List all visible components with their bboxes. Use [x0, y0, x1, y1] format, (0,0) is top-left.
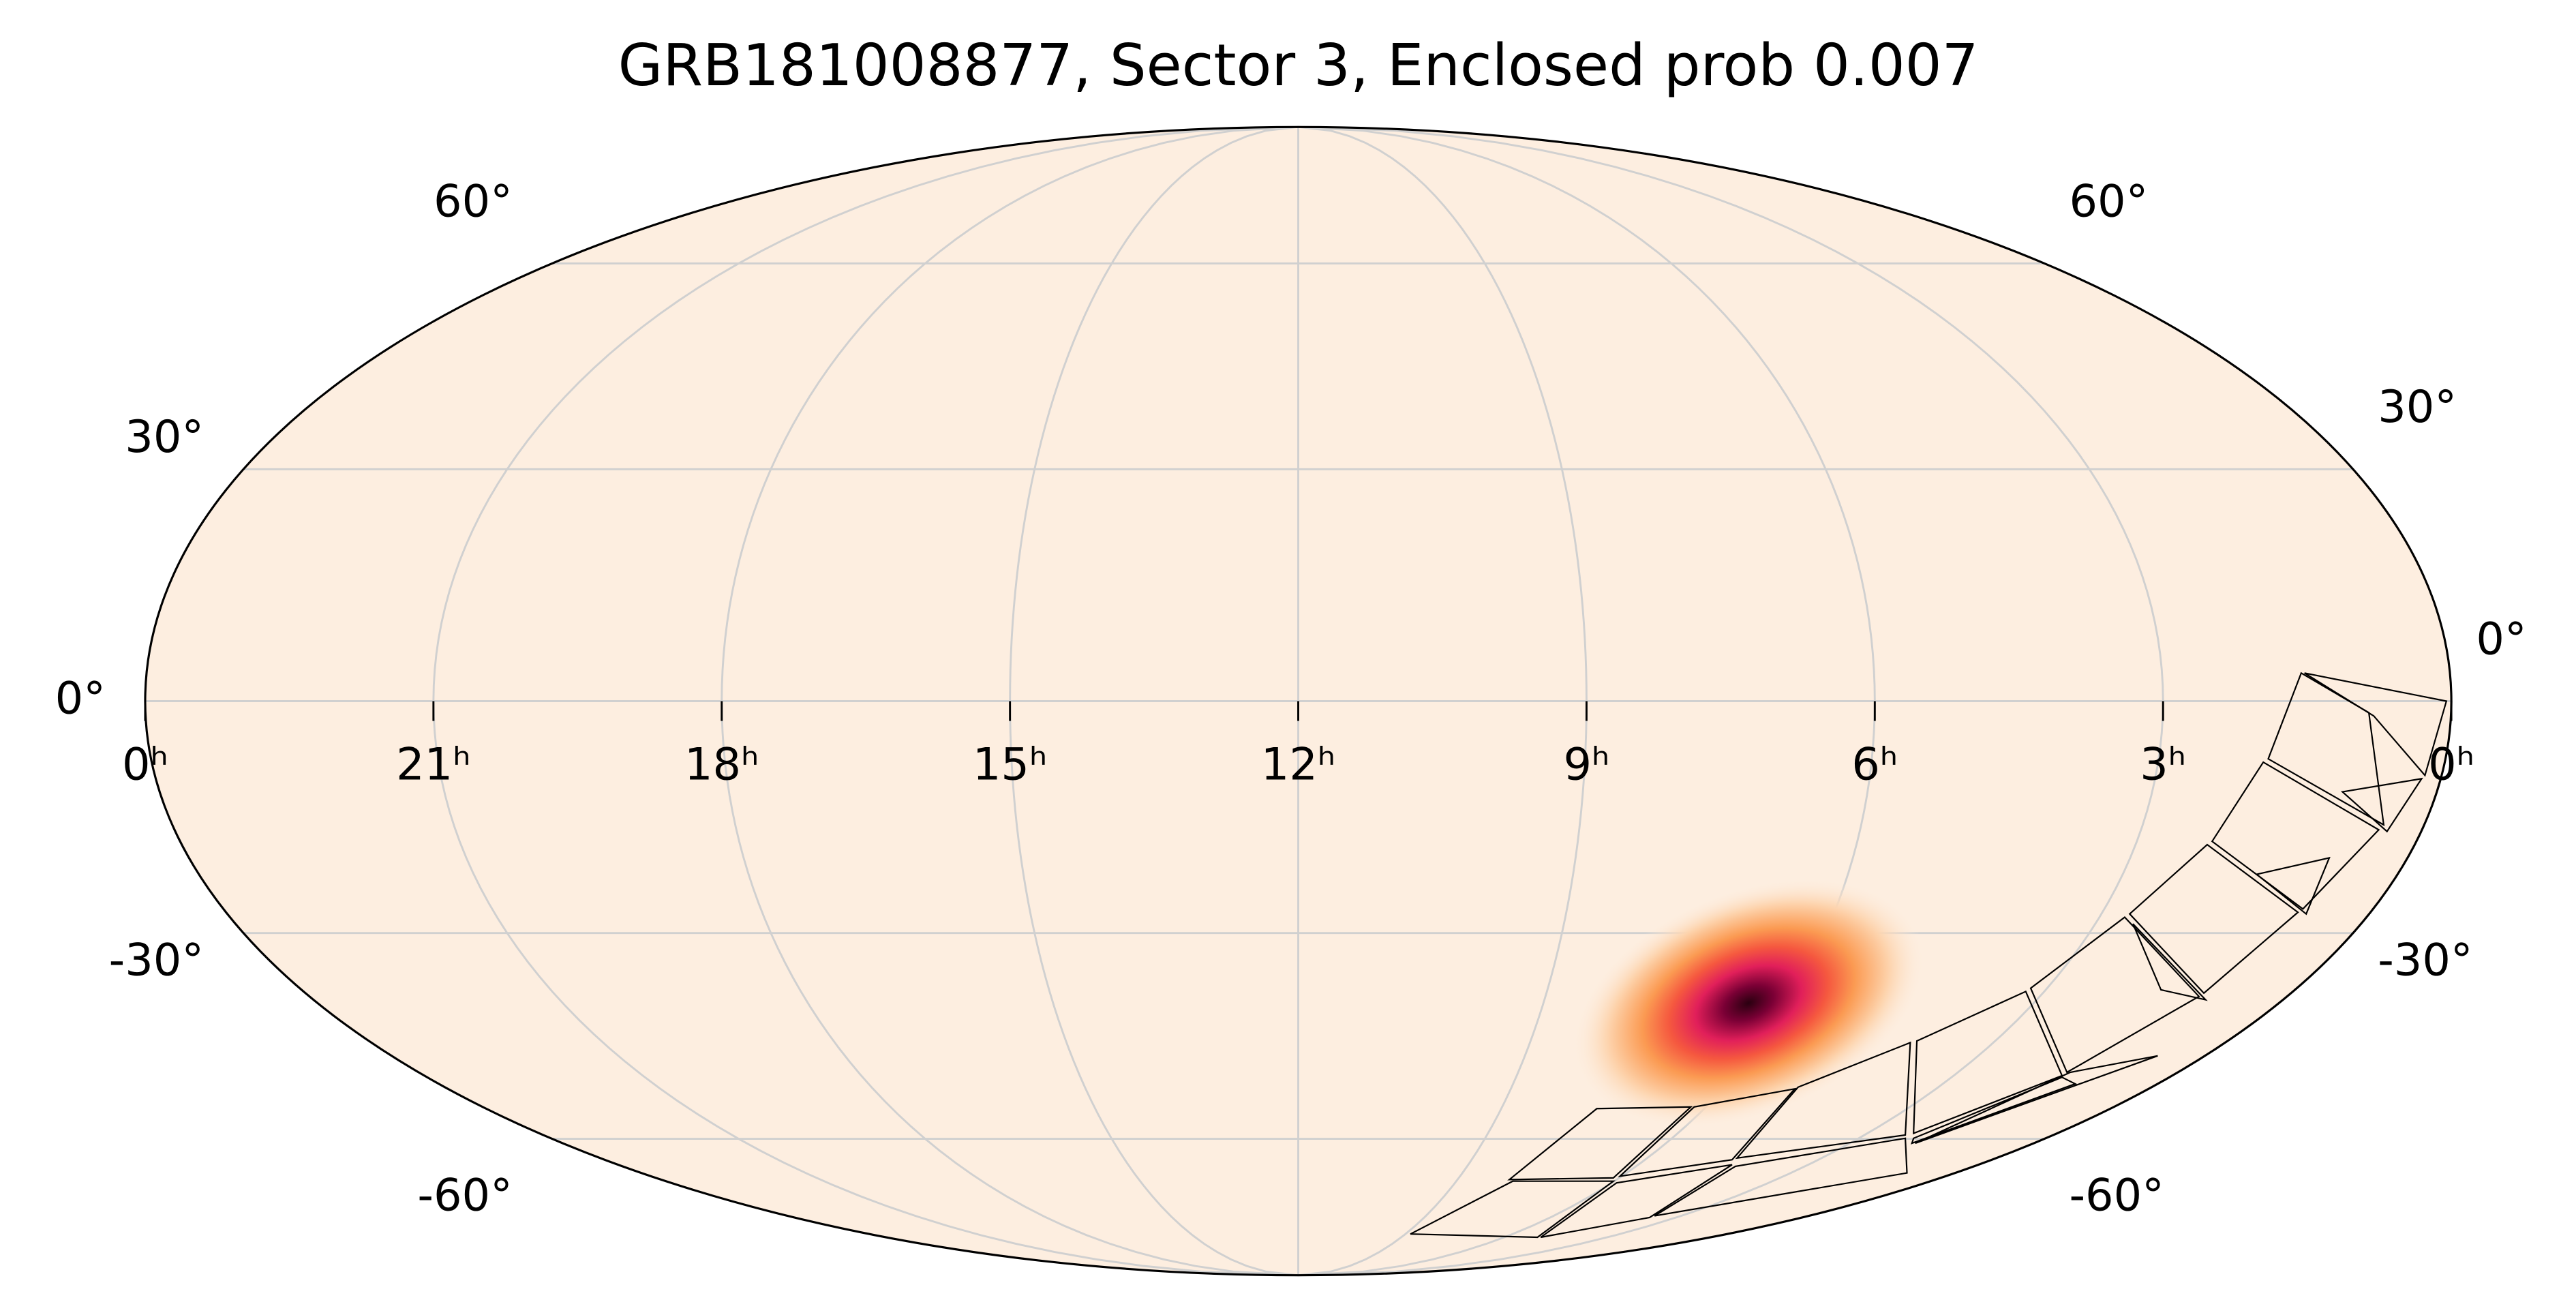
x-tick-label: 15ʰ	[973, 738, 1048, 790]
x-tick-label: 0ʰ	[2428, 738, 2474, 790]
y-tick-label-left: -30°	[109, 934, 204, 986]
x-tick-label: 9ʰ	[1563, 738, 1609, 790]
plot-area: GRB181008877, Sector 3, Enclosed prob 0.…	[55, 31, 2527, 1277]
ccd-tile	[1913, 990, 2063, 1135]
ccd-tile	[2132, 923, 2208, 1001]
y-tick-label-left: -60°	[417, 1170, 512, 1222]
ccd-tile	[1507, 1106, 1693, 1181]
ccd-tile	[2267, 671, 2385, 827]
ccd-tile	[1911, 1076, 2078, 1145]
ccd-tile	[2304, 672, 2448, 777]
ccd-tile	[2128, 843, 2299, 995]
x-tick-label: 12ʰ	[1261, 738, 1336, 790]
y-tick-label-left: 60°	[434, 175, 513, 227]
ccd-tile	[2211, 761, 2380, 910]
sector-footprint	[1410, 671, 2448, 1239]
probability-map	[1572, 878, 1925, 1128]
ccd-tile	[1618, 1087, 1797, 1178]
ccd-tile	[1654, 1137, 1908, 1217]
x-tick-label: 18ʰ	[684, 738, 759, 790]
y-tick-label-right: 30°	[2378, 381, 2457, 433]
y-tick-label-right: -60°	[2069, 1170, 2164, 1222]
y-tick-label-right: 0°	[2476, 613, 2526, 665]
x-tick-label: 6ʰ	[1851, 738, 1898, 790]
ccd-tile	[2029, 916, 2200, 1074]
x-tick-label: 3ʰ	[2140, 738, 2186, 790]
ccd-tile	[2255, 856, 2331, 916]
ccd-tile	[1540, 1164, 1733, 1239]
y-tick-label-left: 0°	[55, 673, 106, 725]
ccd-tile	[1915, 1055, 2158, 1145]
chart-title: GRB181008877, Sector 3, Enclosed prob 0.…	[618, 31, 1979, 99]
x-tick-label: 0ʰ	[122, 738, 168, 790]
ccd-tile	[2340, 777, 2423, 833]
y-tick-label-left: 30°	[125, 411, 204, 463]
y-tick-label-right: -30°	[2378, 934, 2472, 986]
y-tick-label-right: 60°	[2069, 175, 2148, 227]
ccd-tile	[1410, 1180, 1616, 1239]
ccd-tile	[1735, 1041, 1911, 1160]
x-tick-label: 21ʰ	[396, 738, 471, 790]
